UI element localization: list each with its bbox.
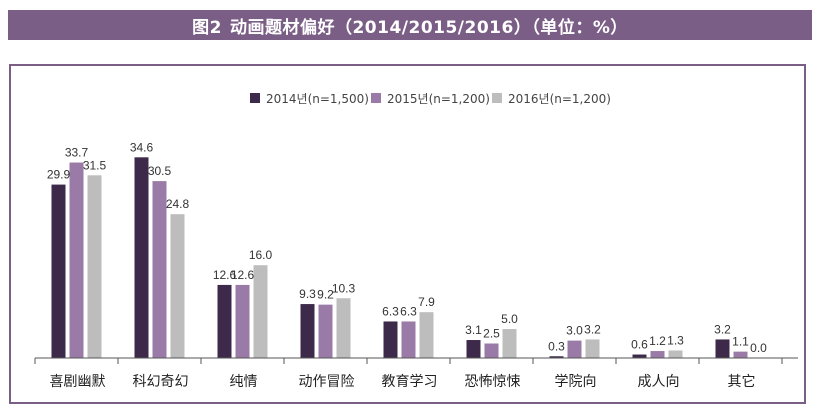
legend-label-1: 2014년(n=1,500) bbox=[266, 92, 369, 106]
category-label-7: 学院向 bbox=[555, 374, 597, 390]
value-label-5-3: 7.9 bbox=[418, 295, 435, 309]
bar-7-3 bbox=[585, 339, 600, 358]
legend: 2014년(n=1,500) 2015년(n=1,200) 2016년(n=1,20… bbox=[250, 92, 611, 106]
bar-6-3 bbox=[502, 329, 517, 358]
value-labels: 29.9 33.731.5 34.6 30.5 24.8 12.612.6 16.0 9.3 9… bbox=[47, 140, 767, 355]
value-label-2-1: 34.6 bbox=[130, 140, 154, 154]
bar-5-3 bbox=[419, 312, 434, 358]
value-label-1-1: 29.9 bbox=[47, 168, 71, 182]
bar-1-2 bbox=[69, 162, 84, 358]
bar-8-2 bbox=[650, 351, 665, 358]
value-label-4-2: 9.2 bbox=[317, 288, 334, 302]
category-label-8: 成人向 bbox=[638, 374, 680, 390]
bar-2-1 bbox=[134, 157, 149, 358]
bar-5-1 bbox=[383, 321, 398, 358]
legend-swatch-3 bbox=[492, 93, 502, 103]
value-label-1-2: 33.7 bbox=[65, 146, 89, 160]
category-labels: 喜剧幽默 科幻奇幻 纯情 动作冒险 教育学习 恐怖惊悚 学院向 成人向 其它 bbox=[50, 373, 756, 390]
bar-9-2 bbox=[733, 351, 748, 358]
category-label-2: 科幻奇幻 bbox=[133, 373, 189, 390]
figure-number: 图2 bbox=[192, 17, 222, 38]
bar-6-1 bbox=[466, 340, 481, 358]
bar-4-2 bbox=[318, 304, 333, 358]
value-label-9-1: 3.2 bbox=[714, 322, 731, 336]
bar-3-2 bbox=[235, 284, 250, 358]
chart-frame bbox=[9, 64, 806, 404]
bar-1-1 bbox=[51, 184, 66, 358]
category-label-5: 教育学习 bbox=[382, 374, 438, 390]
category-label-1: 喜剧幽默 bbox=[50, 374, 106, 390]
bar-7-1 bbox=[549, 356, 564, 358]
value-label-5-2: 6.3 bbox=[400, 304, 417, 318]
value-label-6-3: 5.0 bbox=[501, 312, 518, 326]
bar-8-1 bbox=[632, 354, 647, 358]
value-label-7-2: 3.0 bbox=[566, 324, 583, 338]
category-label-4: 动作冒险 bbox=[299, 374, 355, 390]
category-label-3: 纯情 bbox=[230, 374, 258, 390]
bar-2-3 bbox=[170, 214, 185, 358]
value-label-4-1: 9.3 bbox=[299, 287, 316, 301]
category-label-9: 其它 bbox=[728, 373, 756, 390]
value-label-5-1: 6.3 bbox=[382, 304, 399, 318]
bar-5-2 bbox=[401, 321, 416, 358]
value-label-9-2: 1.1 bbox=[732, 335, 749, 349]
bar-8-3 bbox=[668, 350, 683, 358]
value-label-7-3: 3.2 bbox=[584, 322, 601, 336]
bar-4-1 bbox=[300, 304, 315, 358]
bar-3-1 bbox=[217, 284, 232, 358]
bar-7-2 bbox=[567, 340, 582, 358]
value-label-4-3: 10.3 bbox=[332, 281, 356, 295]
bar-2-2 bbox=[152, 181, 167, 358]
value-label-3-2: 12.6 bbox=[231, 268, 255, 282]
bar-1-3 bbox=[87, 175, 102, 358]
legend-label-2: 2015년(n=1,200) bbox=[387, 92, 490, 106]
value-label-1-3: 31.5 bbox=[83, 158, 107, 172]
value-label-6-2: 2.5 bbox=[483, 327, 500, 341]
bar-4-3 bbox=[336, 298, 351, 358]
value-label-8-2: 1.2 bbox=[649, 334, 666, 348]
value-label-6-1: 3.1 bbox=[465, 323, 482, 337]
value-label-2-2: 30.5 bbox=[148, 164, 172, 178]
bar-3-3 bbox=[253, 265, 268, 358]
value-label-3-1: 12.6 bbox=[213, 268, 237, 282]
legend-label-3: 2016년(n=1,200) bbox=[508, 92, 611, 106]
figure-title: 动画题材偏好（2014/2015/2016）（单位：%） bbox=[229, 17, 628, 38]
value-label-8-3: 1.3 bbox=[667, 333, 684, 347]
value-label-9-3: 0.0 bbox=[750, 341, 767, 355]
x-axis bbox=[34, 357, 798, 364]
chart-title-bar: 图2 动画题材偏好（2014/2015/2016）（单位：%） bbox=[8, 10, 812, 40]
value-label-3-3: 16.0 bbox=[249, 248, 273, 262]
value-label-7-1: 0.3 bbox=[548, 339, 565, 353]
legend-swatch-2 bbox=[371, 93, 381, 103]
bar-9-1 bbox=[715, 339, 730, 358]
bar-6-2 bbox=[484, 343, 499, 358]
value-label-2-3: 24.8 bbox=[166, 197, 190, 211]
bars bbox=[51, 157, 748, 358]
category-label-6: 恐怖惊悚 bbox=[465, 373, 521, 390]
legend-swatch-1 bbox=[250, 93, 260, 103]
value-label-8-1: 0.6 bbox=[631, 338, 648, 352]
